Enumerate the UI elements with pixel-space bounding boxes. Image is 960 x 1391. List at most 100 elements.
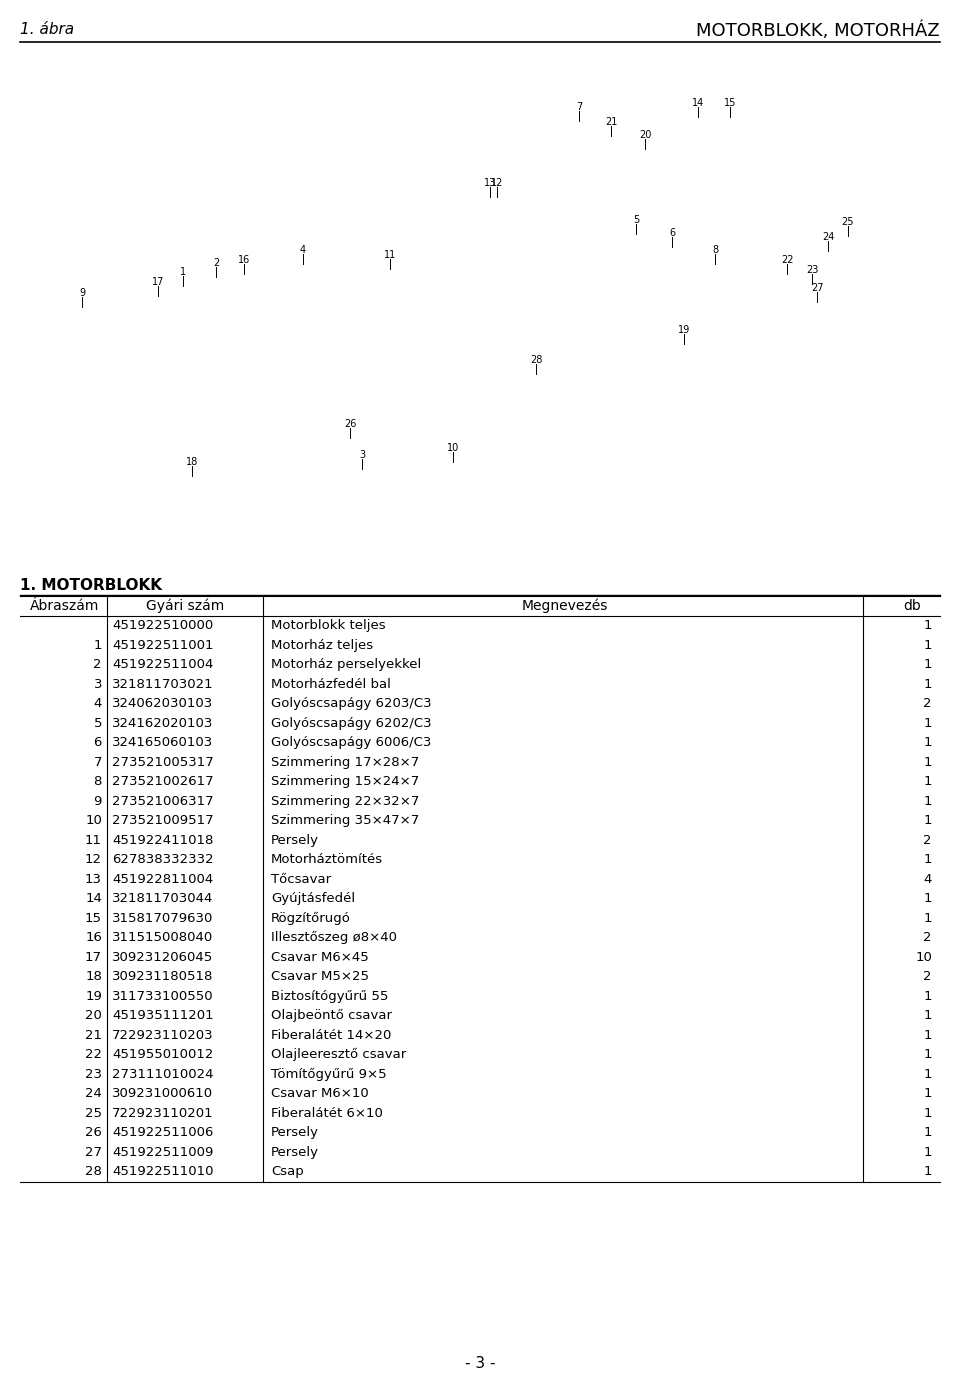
Text: 11: 11 [384, 250, 396, 260]
Text: Rögzítőrugó: Rögzítőrugó [271, 911, 350, 925]
Text: 722923110201: 722923110201 [112, 1107, 214, 1120]
Text: 14: 14 [692, 97, 704, 108]
Text: 9: 9 [79, 288, 85, 298]
Text: 273521009517: 273521009517 [112, 814, 214, 828]
Text: 10: 10 [85, 814, 102, 828]
Text: MOTORBLOKK, MOTORHÁZ: MOTORBLOKK, MOTORHÁZ [696, 22, 940, 40]
Text: 451922510000: 451922510000 [112, 619, 213, 633]
Text: 309231206045: 309231206045 [112, 951, 213, 964]
Text: 451955010012: 451955010012 [112, 1049, 213, 1061]
Text: 8: 8 [94, 775, 102, 789]
Text: Csap: Csap [271, 1166, 303, 1178]
Text: 3: 3 [359, 451, 365, 460]
Text: Motorház teljes: Motorház teljes [271, 638, 373, 652]
Text: 21: 21 [605, 117, 617, 127]
Text: 27: 27 [85, 1146, 102, 1159]
Text: 324062030103: 324062030103 [112, 697, 213, 711]
Text: 315817079630: 315817079630 [112, 911, 213, 925]
Text: 10: 10 [446, 442, 459, 453]
Text: 324162020103: 324162020103 [112, 716, 213, 730]
Text: 15: 15 [724, 97, 736, 108]
Text: 273521005317: 273521005317 [112, 755, 214, 769]
Text: 5: 5 [633, 216, 639, 225]
Text: 16: 16 [85, 931, 102, 944]
Text: 13: 13 [484, 178, 496, 188]
Text: 309231000610: 309231000610 [112, 1088, 213, 1100]
Text: 311733100550: 311733100550 [112, 990, 214, 1003]
Text: 1: 1 [924, 1049, 932, 1061]
Text: 24: 24 [822, 232, 834, 242]
Text: 1: 1 [924, 1127, 932, 1139]
Text: 273111010024: 273111010024 [112, 1068, 213, 1081]
Text: Szimmering 22×32×7: Szimmering 22×32×7 [271, 794, 420, 808]
Text: 1: 1 [924, 1068, 932, 1081]
Text: 1: 1 [924, 794, 932, 808]
Text: Golyóscsapágy 6202/C3: Golyóscsapágy 6202/C3 [271, 716, 432, 730]
Text: 1: 1 [924, 814, 932, 828]
Text: 1: 1 [180, 267, 186, 277]
Text: Tőcsavar: Tőcsavar [271, 872, 331, 886]
Text: 2: 2 [924, 971, 932, 983]
Text: 1: 1 [924, 619, 932, 633]
Text: 1: 1 [924, 775, 932, 789]
Text: 1: 1 [924, 1166, 932, 1178]
Text: Szimmering 15×24×7: Szimmering 15×24×7 [271, 775, 420, 789]
Text: 28: 28 [85, 1166, 102, 1178]
Text: 17: 17 [152, 277, 164, 287]
Text: Szimmering 35×47×7: Szimmering 35×47×7 [271, 814, 420, 828]
Text: 13: 13 [85, 872, 102, 886]
Text: Szimmering 17×28×7: Szimmering 17×28×7 [271, 755, 420, 769]
Text: 451922511004: 451922511004 [112, 658, 213, 672]
Text: 4: 4 [94, 697, 102, 711]
Text: 309231180518: 309231180518 [112, 971, 213, 983]
Text: 15: 15 [85, 911, 102, 925]
Text: 324165060103: 324165060103 [112, 736, 213, 750]
Text: Ábraszám: Ábraszám [31, 600, 100, 613]
Text: 17: 17 [85, 951, 102, 964]
Text: Olajbeöntő csavar: Olajbeöntő csavar [271, 1010, 392, 1022]
Text: 451922511010: 451922511010 [112, 1166, 213, 1178]
Text: 2: 2 [213, 257, 219, 268]
Text: 1: 1 [924, 911, 932, 925]
Text: Gyári szám: Gyári szám [146, 598, 224, 613]
Text: 7: 7 [576, 102, 582, 113]
Text: 24: 24 [85, 1088, 102, 1100]
Text: 1: 1 [924, 990, 932, 1003]
Text: 1: 1 [93, 638, 102, 652]
Text: 1: 1 [924, 853, 932, 867]
Text: 1: 1 [924, 638, 932, 652]
Text: 22: 22 [85, 1049, 102, 1061]
Text: 16: 16 [238, 255, 251, 266]
Text: 451922511006: 451922511006 [112, 1127, 213, 1139]
Text: 311515008040: 311515008040 [112, 931, 213, 944]
Text: Illesztőszeg ø8×40: Illesztőszeg ø8×40 [271, 931, 397, 944]
Text: 3: 3 [93, 677, 102, 691]
Text: 2: 2 [924, 697, 932, 711]
Text: 1: 1 [924, 1107, 932, 1120]
Text: 12: 12 [85, 853, 102, 867]
Text: Fiberalátét 6×10: Fiberalátét 6×10 [271, 1107, 383, 1120]
Text: 1: 1 [924, 1146, 932, 1159]
Text: 1: 1 [924, 892, 932, 906]
Text: 23: 23 [805, 266, 818, 275]
Text: 321811703021: 321811703021 [112, 677, 214, 691]
Text: 1: 1 [924, 1029, 932, 1042]
Text: 18: 18 [186, 458, 198, 467]
Text: 25: 25 [842, 217, 854, 227]
Text: Persely: Persely [271, 1127, 319, 1139]
Text: Persely: Persely [271, 833, 319, 847]
Text: Csavar M6×10: Csavar M6×10 [271, 1088, 369, 1100]
Text: 273521006317: 273521006317 [112, 794, 214, 808]
Text: 26: 26 [85, 1127, 102, 1139]
Text: 11: 11 [85, 833, 102, 847]
Text: Golyóscsapágy 6006/C3: Golyóscsapágy 6006/C3 [271, 736, 431, 750]
Text: 6: 6 [669, 228, 675, 238]
Text: 1: 1 [924, 1088, 932, 1100]
Text: Persely: Persely [271, 1146, 319, 1159]
Text: 6: 6 [94, 736, 102, 750]
Text: 4: 4 [300, 245, 306, 255]
Text: 273521002617: 273521002617 [112, 775, 214, 789]
Text: 26: 26 [344, 419, 356, 428]
Text: 27: 27 [811, 282, 824, 294]
Text: Csavar M5×25: Csavar M5×25 [271, 971, 369, 983]
